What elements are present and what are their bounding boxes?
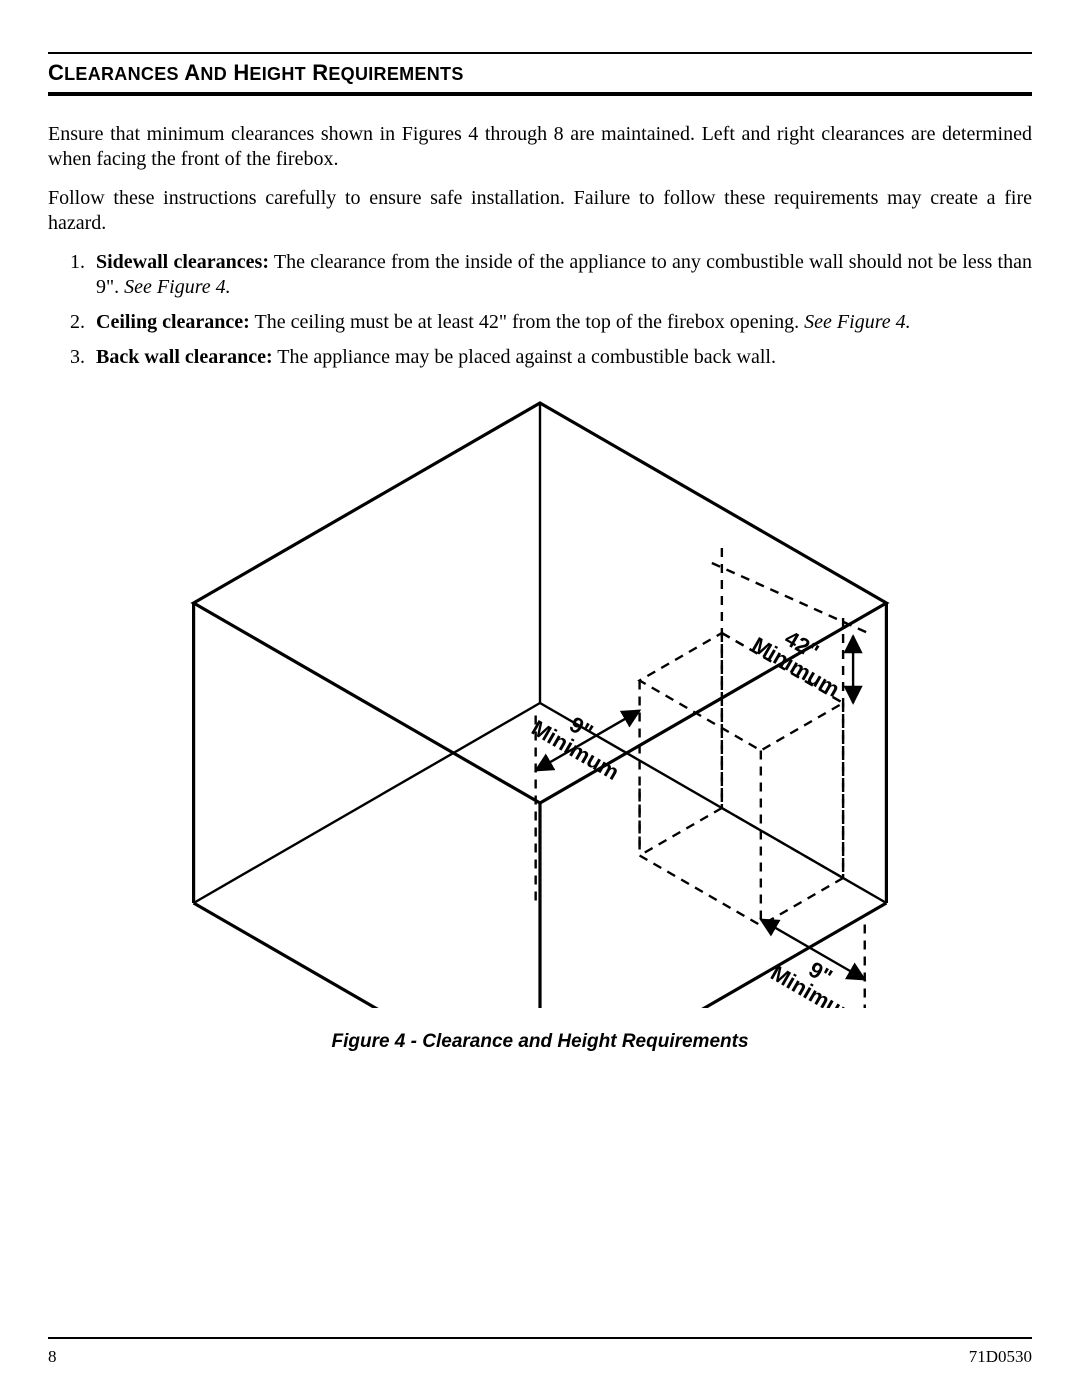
h-p2: LEARANCES <box>64 64 179 84</box>
paragraph-1: Ensure that minimum clearances shown in … <box>48 122 1032 172</box>
h-p5: H <box>227 60 249 85</box>
figure-caption: Figure 4 - Clearance and Height Requirem… <box>48 1031 1032 1053</box>
footer-row: 8 71D0530 <box>48 1347 1032 1367</box>
clearance-diagram: 42"Minimum9"Minimum9"Minimum <box>125 388 955 1008</box>
list-item-backwall: Back wall clearance: The appliance may b… <box>90 345 1032 370</box>
li3-bold: Back wall clearance: <box>96 346 273 368</box>
page-footer: 8 71D0530 <box>48 1337 1032 1367</box>
li2-bold: Ceiling clearance: <box>96 311 250 333</box>
h-p7: R <box>306 60 328 85</box>
li1-bold: Sidewall clearances: <box>96 251 269 273</box>
h-p8: EQUIREMENTS <box>328 64 463 84</box>
li3-text: The appliance may be placed against a co… <box>273 346 776 368</box>
clearance-list: Sidewall clearances: The clearance from … <box>48 250 1032 370</box>
list-item-sidewall: Sidewall clearances: The clearance from … <box>90 250 1032 300</box>
footer-rule <box>48 1337 1032 1339</box>
content-area: CLEARANCES AND HEIGHT REQUIREMENTS Ensur… <box>48 52 1032 1053</box>
doc-number: 71D0530 <box>969 1347 1032 1367</box>
li1-ital: See Figure 4. <box>124 276 230 298</box>
top-rule <box>48 52 1032 54</box>
h-p1: C <box>48 60 64 85</box>
section-heading: CLEARANCES AND HEIGHT REQUIREMENTS <box>48 60 1032 86</box>
paragraph-2: Follow these instructions carefully to e… <box>48 186 1032 236</box>
list-item-ceiling: Ceiling clearance: The ceiling must be a… <box>90 310 1032 335</box>
h-p4: ND <box>200 64 227 84</box>
page: CLEARANCES AND HEIGHT REQUIREMENTS Ensur… <box>0 0 1080 1397</box>
li2-ital: See Figure 4. <box>804 311 910 333</box>
h-p6: EIGHT <box>249 64 306 84</box>
page-number: 8 <box>48 1347 57 1367</box>
li2-text: The ceiling must be at least 42" from th… <box>250 311 804 333</box>
heading-underline <box>48 92 1032 96</box>
figure-4: 42"Minimum9"Minimum9"Minimum Figure 4 - … <box>48 388 1032 1053</box>
h-p3: A <box>179 60 201 85</box>
